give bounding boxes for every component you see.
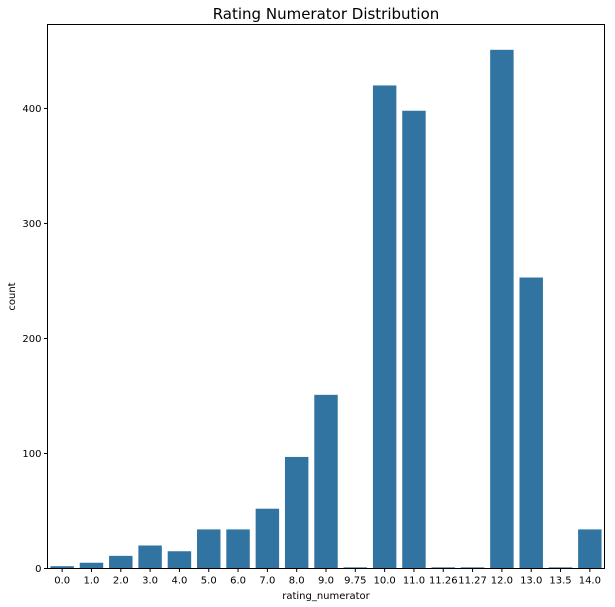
y-tick-label: 400 bbox=[22, 104, 41, 115]
y-tick-label: 300 bbox=[22, 219, 41, 230]
y-tick-label: 200 bbox=[22, 334, 41, 345]
y-axis-ticks: 0 100 200 300 400 bbox=[22, 104, 48, 575]
x-tick-label: 11.26 bbox=[429, 576, 458, 587]
bar-13.5 bbox=[548, 567, 573, 569]
x-tick-label: 11.0 bbox=[403, 576, 425, 587]
x-tick-label: 3.0 bbox=[142, 576, 158, 587]
bar-11.26 bbox=[431, 567, 455, 569]
y-tick-label: 0 bbox=[35, 564, 41, 575]
bar-1.0 bbox=[79, 562, 104, 569]
bar-0.0 bbox=[50, 566, 74, 569]
x-tick-label: 7.0 bbox=[259, 576, 275, 587]
y-tick-label: 100 bbox=[22, 449, 41, 460]
x-axis-label: rating_numerator bbox=[282, 591, 370, 602]
x-tick-label: 1.0 bbox=[84, 576, 100, 587]
bar-12.0 bbox=[490, 49, 514, 569]
bar-3.0 bbox=[138, 545, 162, 569]
x-axis-ticks: 0.0 1.0 2.0 3.0 4.0 5.0 6.0 7.0 8.0 9.0 9.75 10.0 11… bbox=[54, 568, 601, 587]
x-tick-label: 5.0 bbox=[201, 576, 217, 587]
x-tick-label: 8.0 bbox=[289, 576, 305, 587]
bar-14.0 bbox=[578, 529, 602, 569]
x-tick-label: 12.0 bbox=[491, 576, 513, 587]
bar-11.0 bbox=[402, 110, 426, 569]
x-tick-label: 14.0 bbox=[579, 576, 601, 587]
x-tick-label: 6.0 bbox=[230, 576, 246, 587]
x-tick-label: 10.0 bbox=[373, 576, 395, 587]
bar-7.0 bbox=[255, 508, 280, 569]
y-axis-label: count bbox=[7, 282, 18, 310]
bars-group bbox=[50, 49, 602, 569]
bar-8.0 bbox=[284, 456, 309, 569]
x-tick-label: 4.0 bbox=[171, 576, 187, 587]
bar-10.0 bbox=[372, 85, 397, 569]
bar-9.75 bbox=[343, 567, 368, 569]
bar-2.0 bbox=[109, 555, 133, 569]
x-tick-label: 11.27 bbox=[458, 576, 487, 587]
x-tick-label: 0.0 bbox=[54, 576, 70, 587]
plot-frame bbox=[47, 24, 605, 569]
bar-5.0 bbox=[197, 529, 221, 569]
chart-title: Rating Numerator Distribution bbox=[213, 5, 440, 23]
bar-13.0 bbox=[519, 277, 543, 569]
bar-11.27 bbox=[460, 567, 485, 569]
x-tick-label: 13.0 bbox=[520, 576, 542, 587]
bar-4.0 bbox=[167, 551, 192, 569]
x-tick-label: 13.5 bbox=[549, 576, 571, 587]
bar-6.0 bbox=[226, 529, 250, 569]
bar-9.0 bbox=[314, 394, 338, 569]
x-tick-label: 9.0 bbox=[318, 576, 334, 587]
x-tick-label: 9.75 bbox=[344, 576, 366, 587]
x-tick-label: 2.0 bbox=[113, 576, 129, 587]
